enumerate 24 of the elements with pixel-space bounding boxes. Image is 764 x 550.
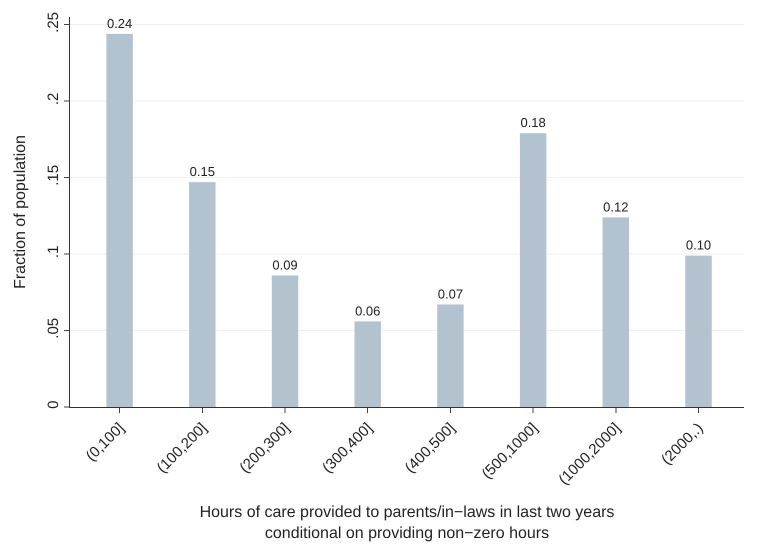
bar (685, 256, 712, 407)
bar (189, 182, 216, 407)
data-label: 0.18 (520, 115, 546, 130)
y-tick-label: .05 (45, 318, 62, 339)
data-label: 0.07 (438, 286, 464, 302)
y-tick-label: .2 (45, 92, 62, 106)
data-label: 0.06 (355, 303, 380, 318)
bar (354, 321, 381, 407)
data-label: 0.24 (106, 16, 132, 31)
x-axis-title: Hours of care provided to parents/in−laws in last two years conditional on providing non−zero hours (200, 504, 614, 542)
bar (106, 34, 133, 407)
y-axis-title: Fraction of population (12, 135, 29, 289)
bar (602, 217, 630, 407)
bar (272, 275, 298, 407)
data-label: 0.10 (686, 238, 712, 253)
bar (520, 133, 546, 407)
y-tick-label: .15 (45, 164, 62, 186)
data-label: 0.09 (272, 257, 298, 272)
data-label: 0.15 (190, 164, 215, 180)
data-label: 0.12 (603, 199, 628, 214)
y-tick-label: 0 (45, 400, 62, 409)
y-tick-label: .25 (45, 12, 62, 33)
y-tick-label: .1 (45, 246, 62, 258)
bar (437, 304, 464, 407)
